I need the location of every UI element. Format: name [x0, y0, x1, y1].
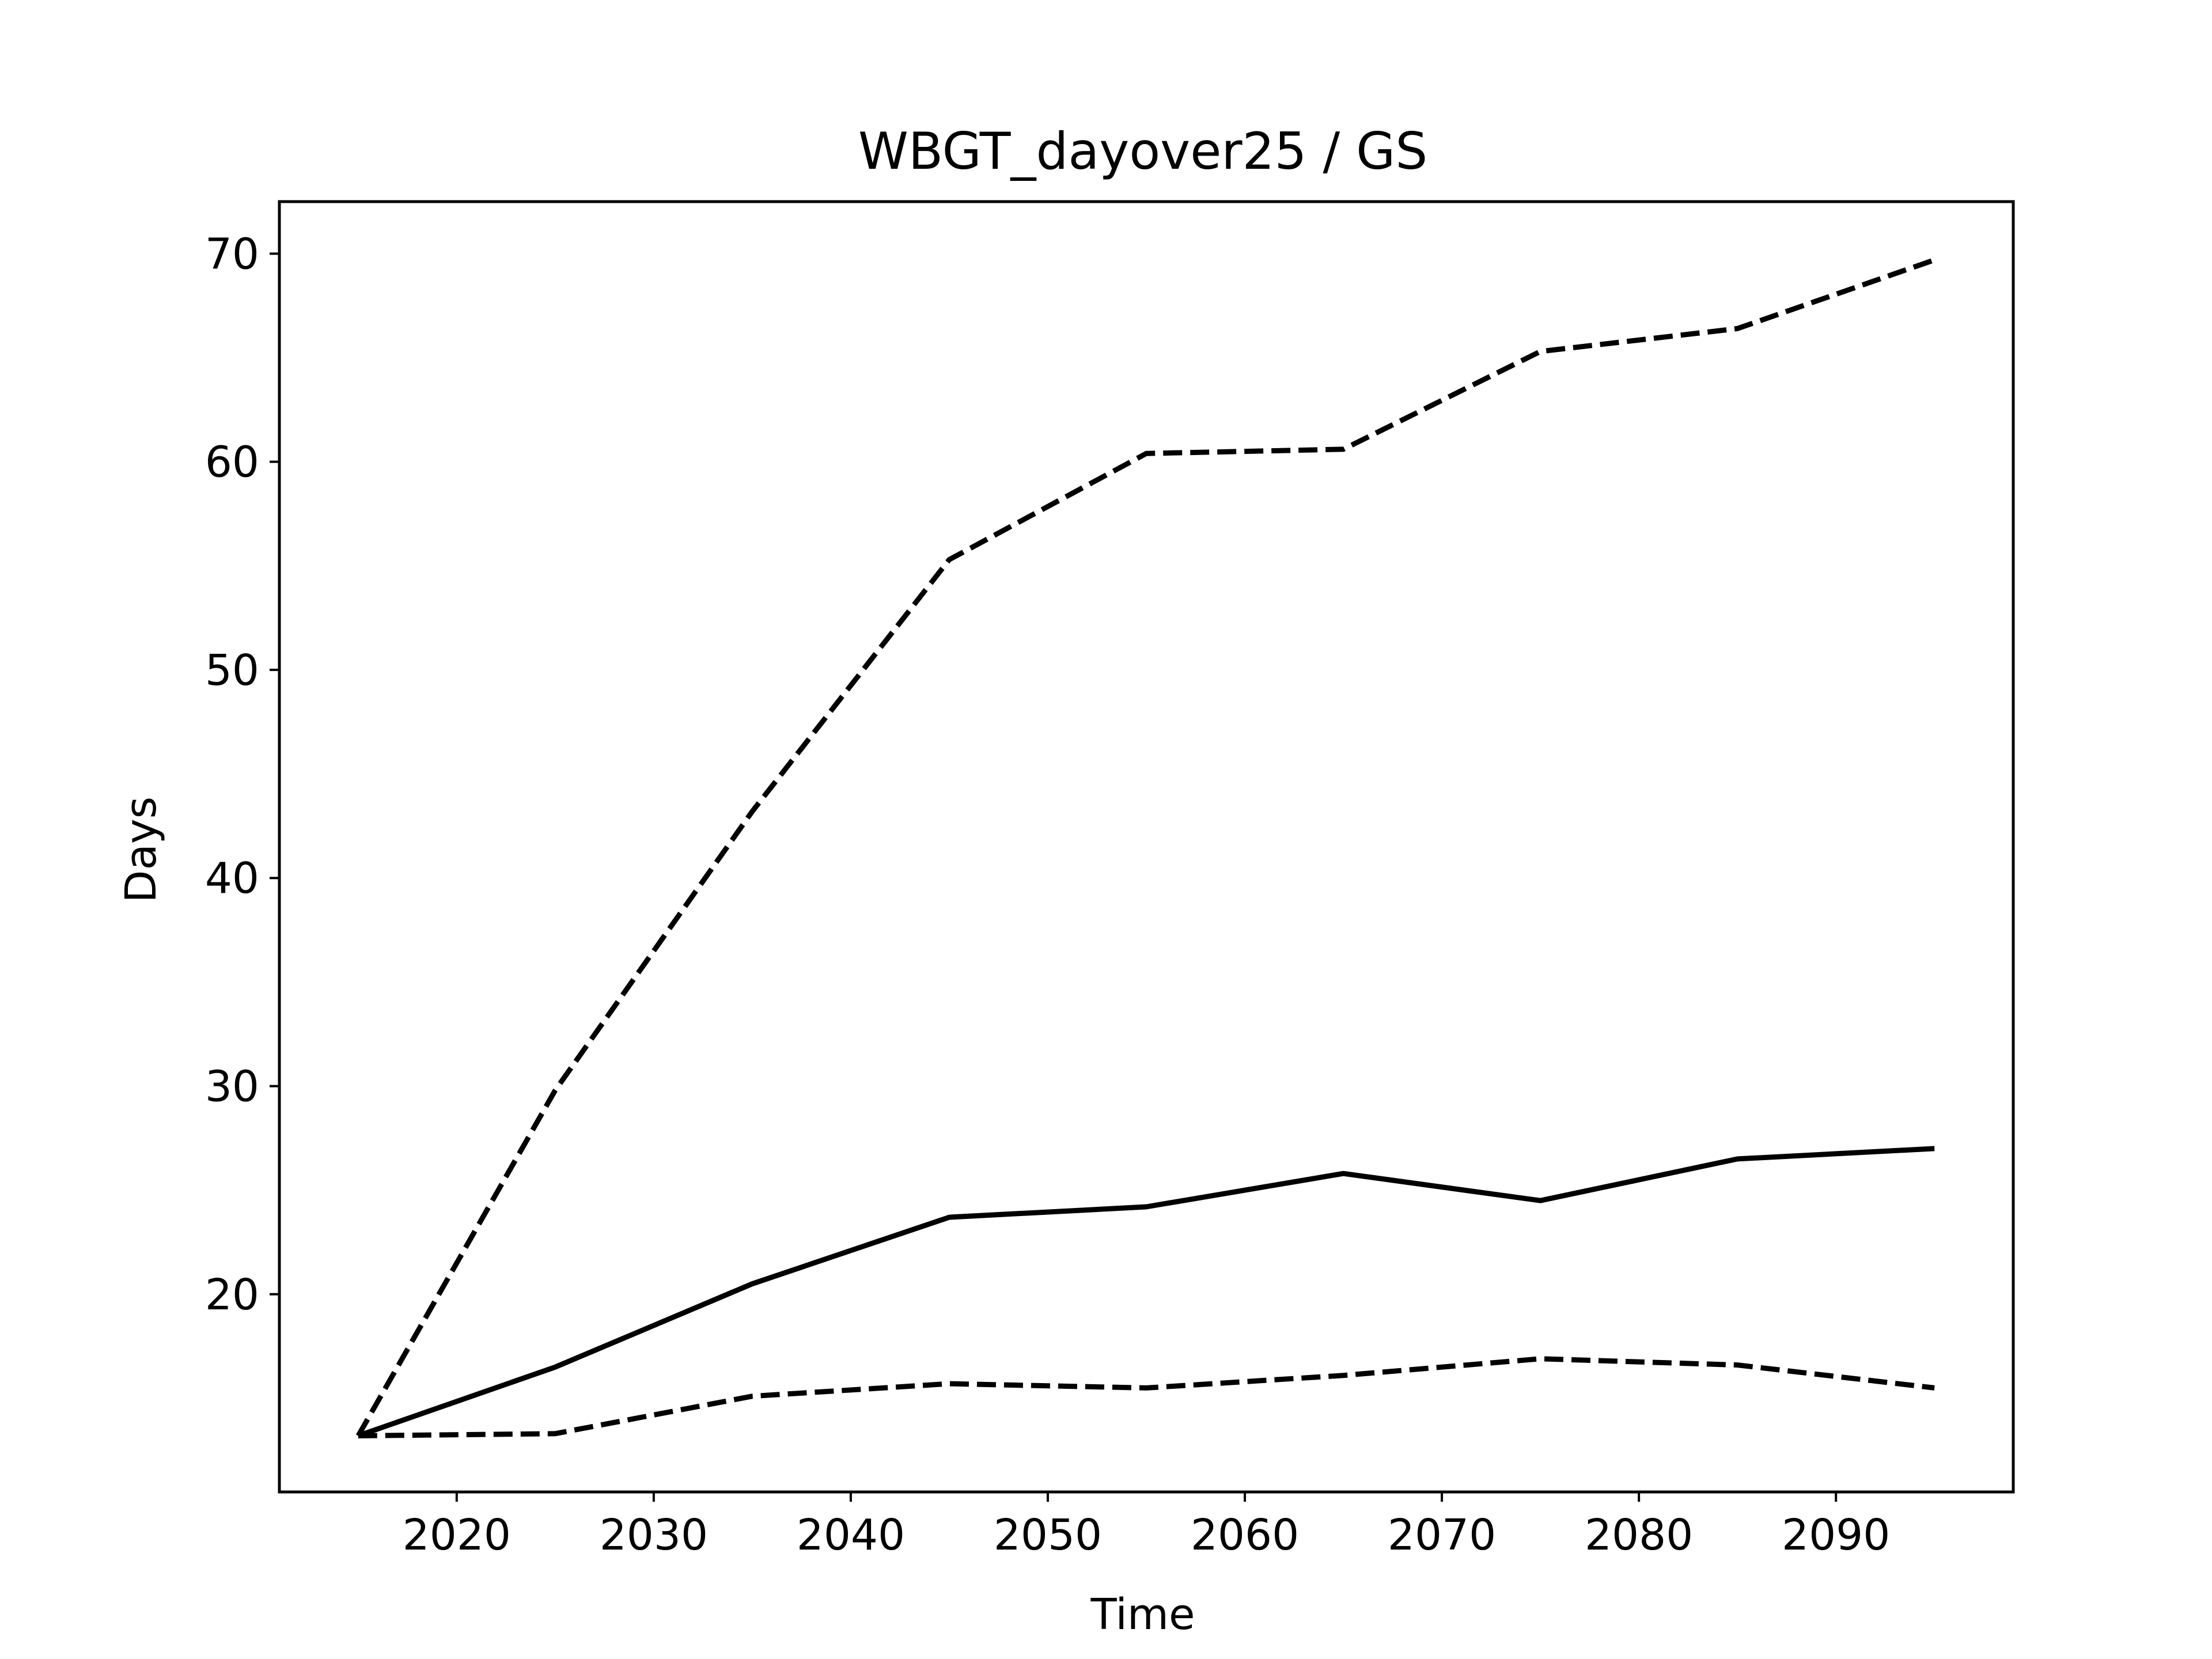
series-line-3	[358, 1356, 1935, 1438]
y-tick-label: 60	[205, 438, 259, 487]
x-tick-label: 2060	[1191, 1510, 1299, 1560]
series-line-2	[357, 1146, 1935, 1438]
chart-title: WBGT_dayover25 / GS	[858, 122, 1427, 181]
y-tick-label: 30	[205, 1062, 259, 1111]
series-layer	[355, 257, 1936, 1438]
x-tick-label: 2040	[797, 1510, 905, 1560]
x-tick-label: 2070	[1388, 1510, 1496, 1560]
x-tick-label: 2050	[994, 1510, 1102, 1560]
x-tick-label: 2090	[1782, 1510, 1890, 1560]
plot-area	[278, 200, 2015, 1494]
ticks-layer: 2020 2030 2040 2050 2060 2070 2080 209020304050…	[205, 229, 1890, 1560]
y-tick-label: 40	[205, 854, 259, 903]
y-axis-label: Days	[116, 797, 166, 903]
x-tick-label: 2030	[600, 1510, 708, 1560]
x-axis-label: Time	[1090, 1590, 1195, 1639]
x-tick-label: 2080	[1585, 1510, 1693, 1560]
y-tick-label: 20	[205, 1270, 259, 1320]
series-line-1	[355, 257, 1936, 1437]
x-tick-label: 2020	[403, 1510, 511, 1560]
y-tick-label: 50	[205, 646, 259, 695]
y-tick-label: 70	[205, 229, 259, 279]
